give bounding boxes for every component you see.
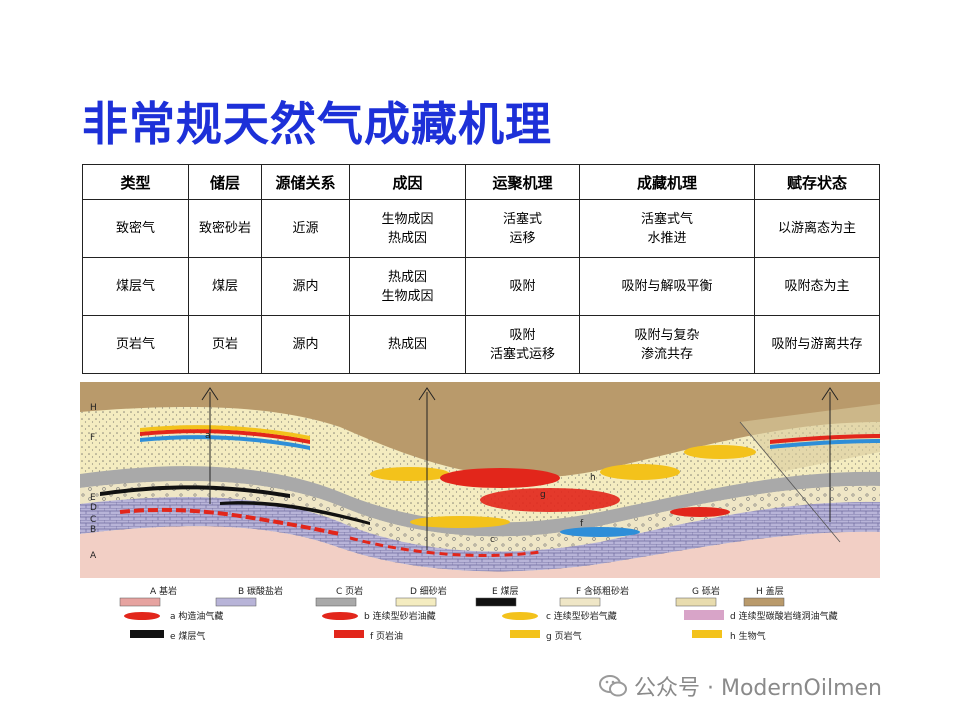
- legend-item: F 含砾粗砂岩: [576, 585, 629, 597]
- legend-row-accumulations-2: e 煤层气 f 页岩油 g 页岩气 h 生物气: [130, 630, 766, 642]
- table-cell: 页岩气: [82, 315, 189, 374]
- legend-item: b 连续型砂岩油藏: [364, 610, 436, 622]
- table-cell: 源内: [261, 257, 350, 316]
- header-origin: 成因: [349, 164, 466, 200]
- table-cell: 吸附与解吸平衡: [579, 257, 755, 316]
- table-cell: 吸附 活塞式运移: [465, 315, 580, 374]
- legend-item: G 砾岩: [692, 585, 720, 597]
- geological-cross-section: H F E D C B A h a c f g: [80, 382, 880, 578]
- accumulation-label-h: h: [590, 473, 596, 483]
- table-row: 煤层气 煤层 源内 热成因 生物成因 吸附 吸附与解吸平衡 吸附态为主: [82, 257, 880, 316]
- table-cell: 热成因: [349, 315, 466, 374]
- legend-row-accumulations-1: a 构造油气藏 b 连续型砂岩油藏 c 连续型砂岩气藏 d 连续型碳酸岩缝洞油气…: [124, 610, 838, 622]
- table-cell: 页岩: [188, 315, 262, 374]
- legend-item: h 生物气: [730, 630, 766, 642]
- basement-layer: [80, 526, 880, 578]
- layer-label-a: A: [90, 551, 97, 561]
- table-cell: 吸附: [465, 257, 580, 316]
- legend-item: e 煤层气: [170, 630, 205, 642]
- table-cell: 致密气: [82, 199, 189, 258]
- layer-label-h: H: [90, 403, 97, 413]
- legend-row-lithology: A 基岩 B 碳酸盐岩 C 页岩 D 细砂岩 E 煤层 F 含砾粗砂岩 G 砾岩…: [119, 585, 785, 607]
- table-cell: 活塞式 运移: [465, 199, 580, 258]
- legend-item: B 碳酸盐岩: [238, 585, 283, 597]
- accumulation-mechanism-table: 类型 储层 源储关系 成因 运聚机理 成藏机理 赋存状态 致密气 致密砂岩 近源…: [82, 164, 880, 374]
- table-cell: 致密砂岩: [188, 199, 262, 258]
- layer-label-f: F: [90, 433, 95, 443]
- header-type: 类型: [82, 164, 189, 200]
- header-reservoir: 储层: [188, 164, 262, 200]
- table-cell: 煤层: [188, 257, 262, 316]
- table-cell: 活塞式气 水推进: [579, 199, 755, 258]
- legend-item: A 基岩: [150, 585, 177, 597]
- legend-item: g 页岩气: [546, 630, 582, 642]
- accumulation-label-a: a: [205, 431, 211, 441]
- table-cell: 生物成因 热成因: [349, 199, 466, 258]
- legend-item: f 页岩油: [370, 630, 403, 642]
- accumulation-label-g: g: [540, 490, 546, 500]
- well-center: [418, 387, 436, 550]
- table-cell: 吸附与复杂 渗流共存: [579, 315, 755, 374]
- header-migration-mechanism: 运聚机理: [465, 164, 580, 200]
- header-accumulation-mechanism: 成藏机理: [579, 164, 755, 200]
- legend-item: C 页岩: [336, 585, 363, 597]
- legend-item: a 构造油气藏: [170, 610, 223, 622]
- table-row: 致密气 致密砂岩 近源 生物成因 热成因 活塞式 运移 活塞式气 水推进 以游离态为主: [82, 199, 880, 258]
- layer-label-b: B: [90, 525, 96, 535]
- legend-item: D 细砂岩: [410, 585, 447, 597]
- legend-item: H 盖层: [756, 585, 784, 597]
- table-cell: 热成因 生物成因: [349, 257, 466, 316]
- carbonate-band: [80, 497, 880, 572]
- layer-label-c: C: [90, 515, 96, 525]
- wechat-icon: [599, 675, 627, 697]
- table-cell: 以游离态为主: [754, 199, 880, 258]
- table-cell: 吸附态为主: [754, 257, 880, 316]
- slide-title: 非常规天然气成藏机理: [82, 97, 552, 151]
- header-occurrence-state: 赋存状态: [754, 164, 880, 200]
- table-cell: 煤层气: [82, 257, 189, 316]
- table-header-row: 类型 储层 源储关系 成因 运聚机理 成藏机理 赋存状态: [82, 164, 880, 200]
- legend-item: c 连续型砂岩气藏: [546, 610, 617, 622]
- accumulation-label-c: c: [490, 535, 495, 545]
- header-source-reservoir-relation: 源储关系: [261, 164, 350, 200]
- shale-band: [80, 466, 880, 537]
- watermark: 公众号 · ModernOilmen: [598, 670, 882, 702]
- table-cell: 吸附与游离共存: [754, 315, 880, 374]
- well-right: [821, 387, 839, 522]
- layer-label-d: D: [90, 503, 97, 513]
- table-row: 页岩气 页岩 源内 热成因 吸附 活塞式运移 吸附与复杂 渗流共存 吸附与游离共存: [82, 315, 880, 374]
- cross-section-legend: A 基岩 B 碳酸盐岩 C 页岩 D 细砂岩 E 煤层 F 含砾粗砂岩 G 砾岩…: [119, 585, 838, 642]
- layer-label-e: E: [90, 493, 96, 503]
- table-cell: 源内: [261, 315, 350, 374]
- well-left: [201, 387, 219, 504]
- legend-item: d 连续型碳酸岩缝洞油气藏: [730, 610, 838, 622]
- watermark-text: 公众号 · ModernOilmen: [634, 676, 882, 701]
- table-cell: 近源: [261, 199, 350, 258]
- accumulation-label-f: f: [580, 519, 584, 529]
- legend-item: E 煤层: [492, 585, 519, 597]
